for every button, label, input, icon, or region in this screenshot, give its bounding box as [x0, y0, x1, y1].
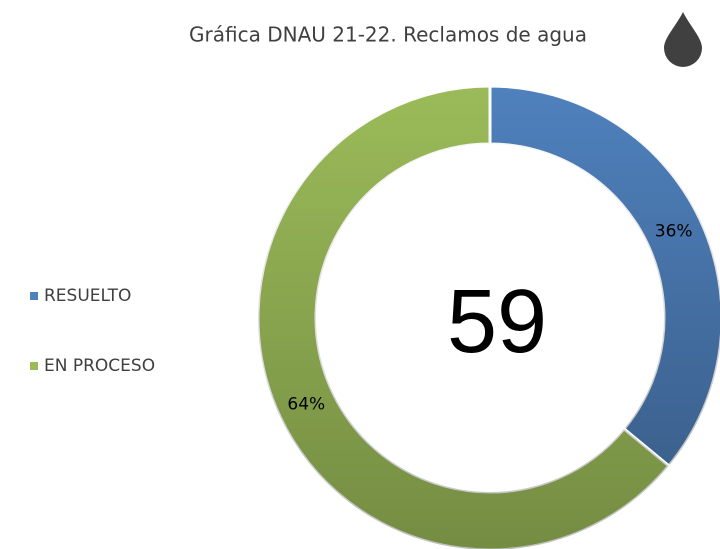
chart-title: Gráfica DNAU 21-22. Reclamos de agua [189, 23, 587, 47]
data-label: 36% [655, 222, 693, 242]
legend-swatch [30, 362, 38, 370]
legend-label: RESUELTO [44, 286, 131, 306]
data-label: 64% [287, 394, 325, 414]
legend-label: EN PROCESO [44, 356, 155, 376]
legend-swatch [30, 292, 38, 300]
drop-icon [664, 12, 702, 67]
center-label: 59 [447, 272, 547, 372]
